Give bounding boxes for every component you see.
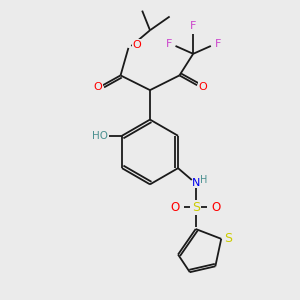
Text: O: O [94,82,102,92]
Text: O: O [133,40,142,50]
Text: S: S [192,201,200,214]
Text: N: N [191,178,200,188]
Text: O: O [199,82,207,92]
Text: O: O [212,201,221,214]
Text: F: F [190,21,196,31]
Text: F: F [214,39,221,49]
Text: F: F [166,39,172,49]
Text: HO: HO [92,131,108,141]
Text: H: H [200,175,207,185]
Text: O: O [170,201,180,214]
Text: S: S [224,232,232,245]
